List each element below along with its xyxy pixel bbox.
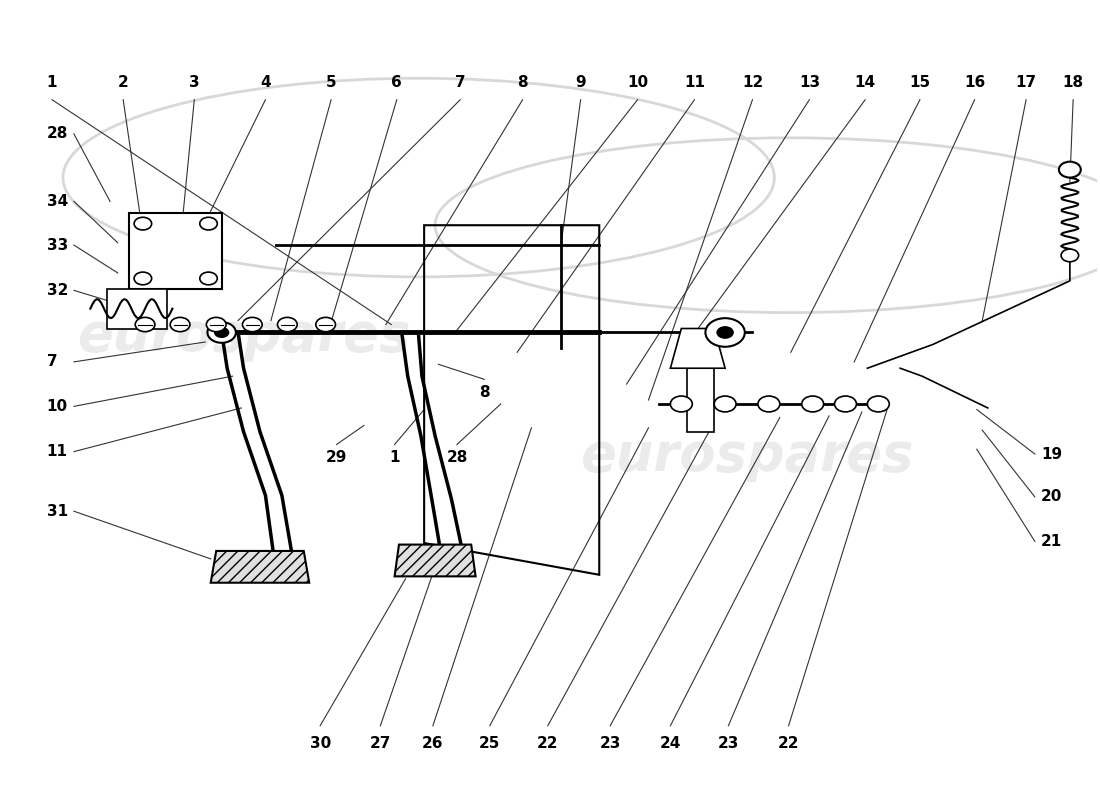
Circle shape bbox=[1059, 162, 1081, 178]
Text: 24: 24 bbox=[660, 736, 681, 750]
Polygon shape bbox=[670, 329, 725, 368]
Circle shape bbox=[716, 326, 734, 339]
Circle shape bbox=[670, 396, 692, 412]
Circle shape bbox=[134, 218, 152, 230]
Text: 28: 28 bbox=[46, 126, 68, 142]
Text: 11: 11 bbox=[46, 444, 67, 459]
Circle shape bbox=[277, 318, 297, 332]
Circle shape bbox=[1062, 249, 1079, 262]
Text: 23: 23 bbox=[717, 736, 739, 750]
Polygon shape bbox=[129, 214, 222, 289]
Text: 29: 29 bbox=[326, 450, 348, 465]
Text: 17: 17 bbox=[1015, 74, 1036, 90]
Text: 18: 18 bbox=[1063, 74, 1084, 90]
Text: 28: 28 bbox=[447, 450, 468, 465]
Text: 2: 2 bbox=[118, 74, 129, 90]
Text: 23: 23 bbox=[600, 736, 620, 750]
Circle shape bbox=[835, 396, 857, 412]
Text: 1: 1 bbox=[389, 450, 399, 465]
Text: 33: 33 bbox=[46, 238, 68, 253]
Text: eurospares: eurospares bbox=[581, 430, 914, 482]
Polygon shape bbox=[107, 289, 167, 329]
Circle shape bbox=[758, 396, 780, 412]
Text: 13: 13 bbox=[799, 74, 820, 90]
Polygon shape bbox=[395, 545, 475, 576]
Text: 30: 30 bbox=[309, 736, 331, 750]
Text: 6: 6 bbox=[392, 74, 403, 90]
Text: 9: 9 bbox=[575, 74, 586, 90]
Circle shape bbox=[134, 272, 152, 285]
Circle shape bbox=[802, 396, 824, 412]
Circle shape bbox=[208, 322, 235, 342]
Text: 22: 22 bbox=[537, 736, 559, 750]
Text: 10: 10 bbox=[627, 74, 648, 90]
Text: 20: 20 bbox=[1041, 490, 1063, 505]
Circle shape bbox=[200, 272, 218, 285]
Circle shape bbox=[242, 318, 262, 332]
Text: 21: 21 bbox=[1041, 534, 1063, 549]
Polygon shape bbox=[211, 551, 309, 582]
Circle shape bbox=[868, 396, 889, 412]
Text: 15: 15 bbox=[910, 74, 931, 90]
Circle shape bbox=[714, 396, 736, 412]
Circle shape bbox=[170, 318, 190, 332]
Text: 12: 12 bbox=[741, 74, 763, 90]
Text: 10: 10 bbox=[46, 399, 68, 414]
Polygon shape bbox=[686, 364, 714, 432]
Text: 8: 8 bbox=[478, 385, 490, 399]
Circle shape bbox=[705, 318, 745, 346]
Text: 8: 8 bbox=[517, 74, 528, 90]
Text: 4: 4 bbox=[260, 74, 271, 90]
Text: 7: 7 bbox=[455, 74, 465, 90]
Text: eurospares: eurospares bbox=[77, 310, 410, 362]
Text: 32: 32 bbox=[46, 283, 68, 298]
Text: 34: 34 bbox=[46, 194, 68, 209]
Text: 1: 1 bbox=[47, 74, 57, 90]
Text: 27: 27 bbox=[370, 736, 390, 750]
Circle shape bbox=[214, 327, 229, 338]
Circle shape bbox=[207, 318, 226, 332]
Text: 31: 31 bbox=[46, 504, 68, 518]
Circle shape bbox=[200, 218, 218, 230]
Text: 22: 22 bbox=[778, 736, 800, 750]
Text: 25: 25 bbox=[480, 736, 501, 750]
Circle shape bbox=[316, 318, 336, 332]
Text: 5: 5 bbox=[326, 74, 337, 90]
Text: 14: 14 bbox=[855, 74, 876, 90]
Text: 19: 19 bbox=[1041, 446, 1063, 462]
Circle shape bbox=[135, 318, 155, 332]
Text: 16: 16 bbox=[964, 74, 986, 90]
Text: 26: 26 bbox=[422, 736, 443, 750]
Text: 3: 3 bbox=[189, 74, 199, 90]
Text: 11: 11 bbox=[684, 74, 705, 90]
Text: 7: 7 bbox=[46, 354, 57, 370]
